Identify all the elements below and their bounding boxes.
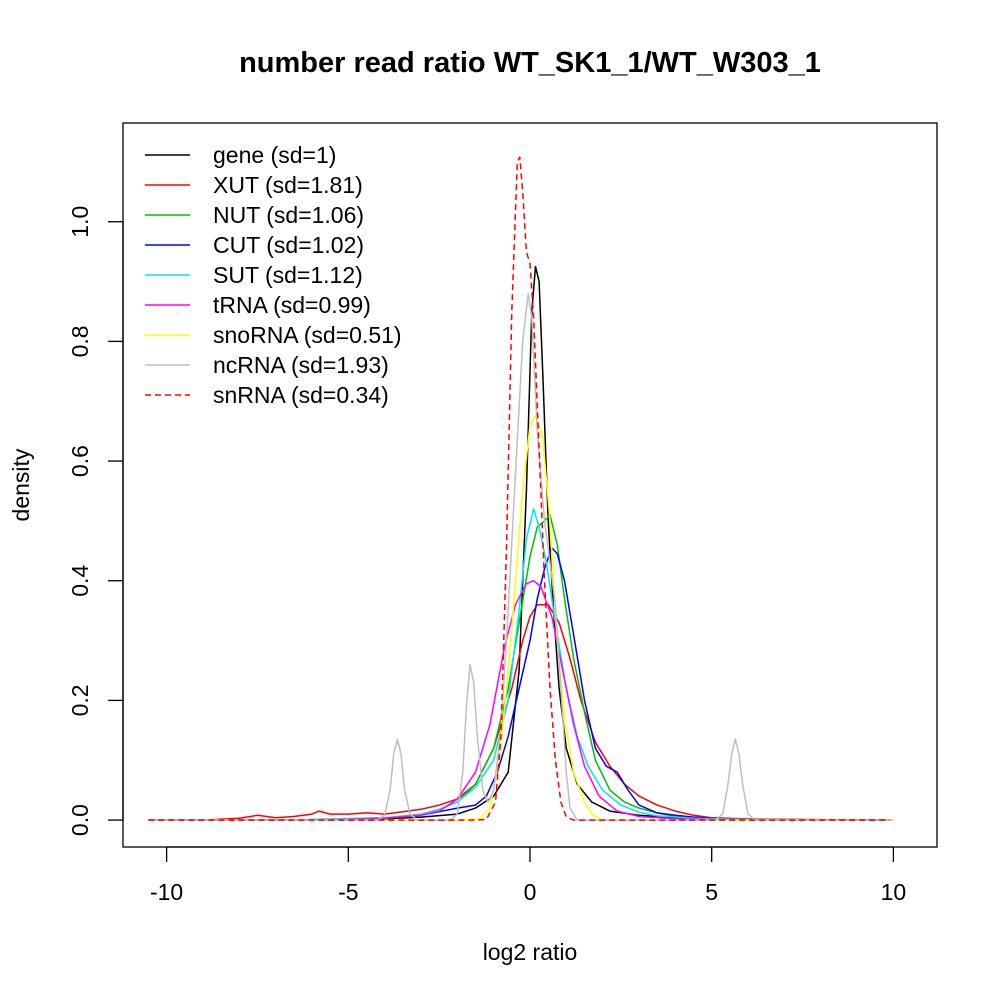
series-line-7 — [148, 292, 890, 821]
legend-label: CUT (sd=1.02) — [213, 232, 364, 258]
y-tick-label: 1.0 — [67, 206, 93, 238]
legend-label: XUT (sd=1.81) — [213, 172, 363, 198]
series-line-6 — [148, 415, 894, 821]
series-line-0 — [148, 265, 894, 821]
x-tick-label: 0 — [524, 879, 537, 905]
series-line-1 — [148, 603, 890, 821]
x-tick-label: 5 — [705, 879, 718, 905]
series-line-5 — [148, 579, 894, 821]
series-line-4 — [148, 508, 821, 821]
y-tick-label: 0.4 — [67, 565, 93, 597]
x-tick-label: -5 — [338, 879, 358, 905]
x-tick-label: 10 — [881, 879, 907, 905]
legend-label: ncRNA (sd=1.93) — [213, 352, 389, 378]
y-tick-label: 0.6 — [67, 445, 93, 477]
legend-label: NUT (sd=1.06) — [213, 202, 364, 228]
legend-label: snRNA (sd=0.34) — [213, 382, 389, 408]
chart-title: number read ratio WT_SK1_1/WT_W303_1 — [239, 47, 821, 79]
legend-label: tRNA (sd=0.99) — [213, 292, 371, 318]
y-tick-label: 0.2 — [67, 684, 93, 716]
x-axis: -10 -5 0 5 10 — [150, 846, 907, 905]
legend-label: snoRNA (sd=0.51) — [213, 322, 402, 348]
y-axis: 0.0 0.2 0.4 0.6 0.8 1.0 — [67, 206, 124, 836]
series-line-3 — [148, 547, 785, 821]
y-tick-label: 0.0 — [67, 804, 93, 836]
y-axis-title: density — [8, 448, 34, 521]
x-tick-label: -10 — [150, 879, 183, 905]
legend: gene (sd=1) XUT (sd=1.81) NUT (sd=1.06) CUT… — [145, 142, 402, 408]
y-tick-label: 0.8 — [67, 325, 93, 357]
x-axis-title: log2 ratio — [483, 939, 578, 965]
legend-label: gene (sd=1) — [213, 142, 336, 168]
plot-area — [148, 156, 894, 821]
legend-label: SUT (sd=1.12) — [213, 262, 363, 288]
